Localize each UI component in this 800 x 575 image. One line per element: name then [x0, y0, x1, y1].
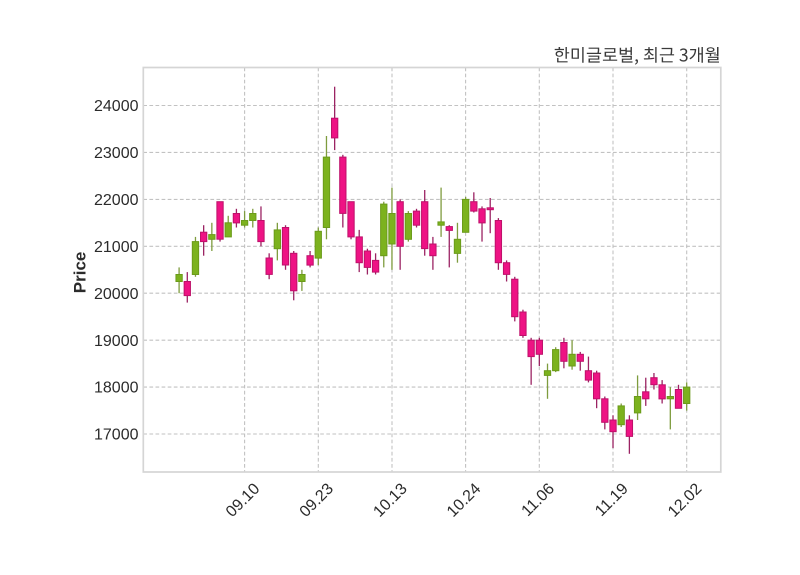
svg-text:24000: 24000 — [94, 98, 139, 115]
svg-text:Price: Price — [71, 252, 90, 294]
svg-text:20000: 20000 — [94, 286, 139, 303]
svg-text:18000: 18000 — [94, 380, 139, 397]
svg-text:22000: 22000 — [94, 192, 139, 209]
svg-text:23000: 23000 — [94, 145, 139, 162]
svg-text:17000: 17000 — [94, 427, 139, 444]
svg-text:19000: 19000 — [94, 333, 139, 350]
svg-text:21000: 21000 — [94, 239, 139, 256]
